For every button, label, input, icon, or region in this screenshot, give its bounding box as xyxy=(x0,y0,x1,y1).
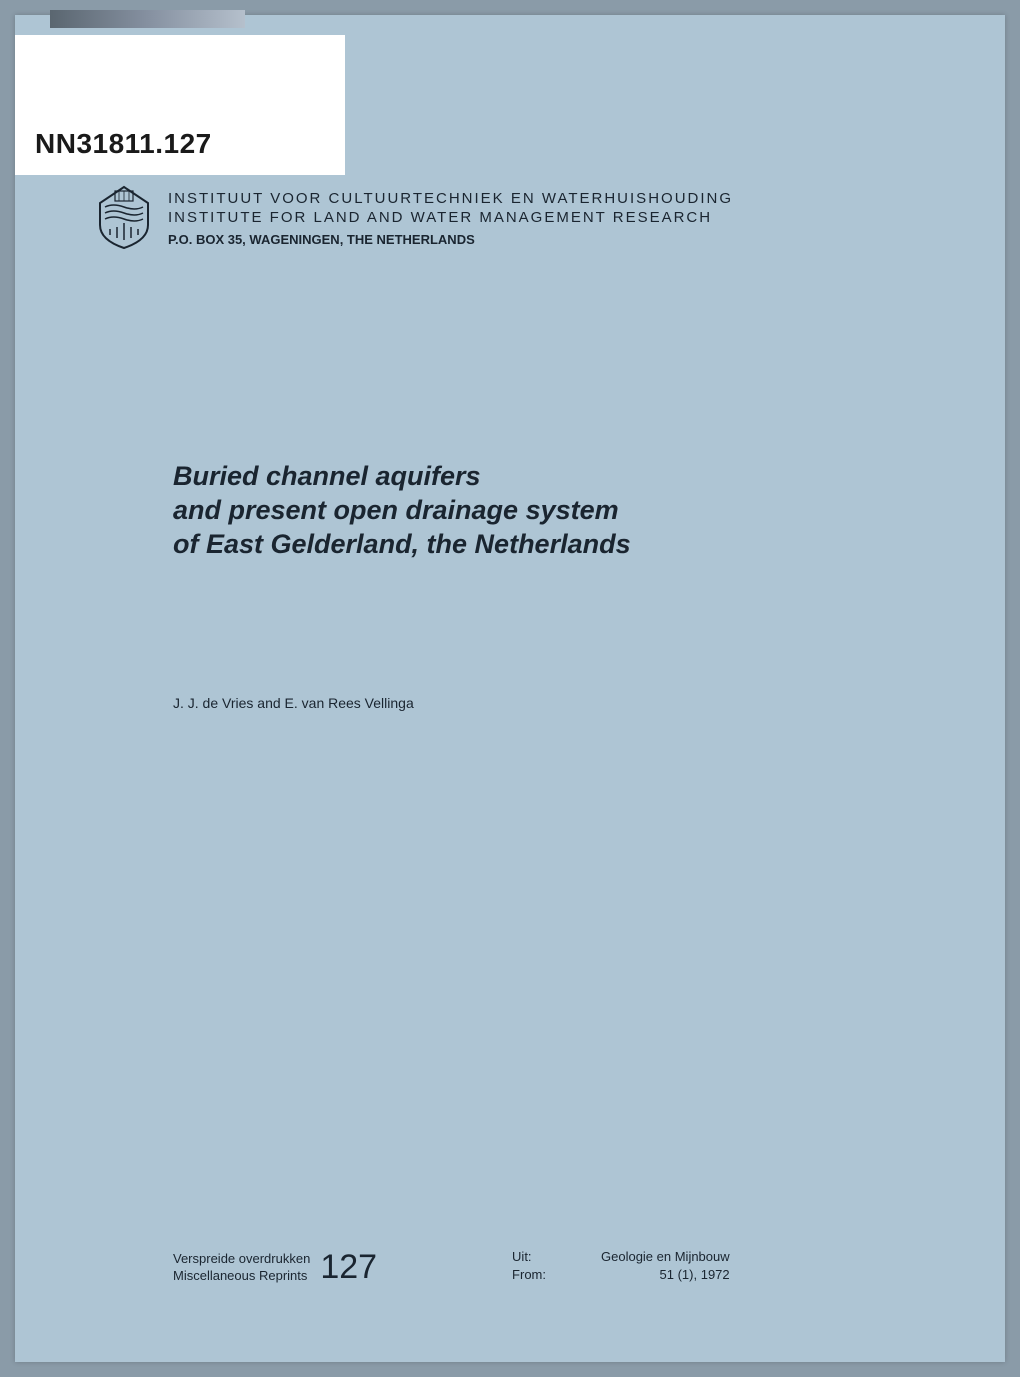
title-line-3: of East Gelderland, the Netherlands xyxy=(173,529,631,559)
reprint-label-english: Miscellaneous Reprints xyxy=(173,1268,310,1285)
source-block: Uit: From: Geologie en Mijnbouw 51 (1), … xyxy=(512,1248,730,1284)
source-citation: Geologie en Mijnbouw 51 (1), 1972 xyxy=(601,1248,730,1284)
document-page: NN31811.127 INSTITUUT VOOR CULTUURTECHNI… xyxy=(15,15,1005,1362)
reprint-labels: Verspreide overdrukken Miscellaneous Rep… xyxy=(173,1251,310,1285)
title-line-2: and present open drainage system xyxy=(173,495,619,525)
source-journal: Geologie en Mijnbouw xyxy=(601,1248,730,1266)
title-section: Buried channel aquifers and present open… xyxy=(173,460,631,561)
footer-section: Verspreide overdrukken Miscellaneous Rep… xyxy=(173,1248,945,1287)
institute-name-dutch: INSTITUUT VOOR CULTUURTECHNIEK EN WATERH… xyxy=(168,190,733,207)
reprint-block: Verspreide overdrukken Miscellaneous Rep… xyxy=(173,1248,377,1287)
source-issue: 51 (1), 1972 xyxy=(601,1266,730,1284)
source-labels: Uit: From: xyxy=(512,1248,546,1284)
title-line-1: Buried channel aquifers xyxy=(173,461,481,491)
reprint-label-dutch: Verspreide overdrukken xyxy=(173,1251,310,1268)
authors-text: J. J. de Vries and E. van Rees Vellinga xyxy=(173,695,414,711)
authors-section: J. J. de Vries and E. van Rees Vellinga xyxy=(173,695,414,711)
source-label-dutch: Uit: xyxy=(512,1248,546,1266)
source-label-english: From: xyxy=(512,1266,546,1284)
document-title: Buried channel aquifers and present open… xyxy=(173,460,631,561)
institute-name-english: INSTITUTE FOR LAND AND WATER MANAGEMENT … xyxy=(168,209,733,226)
document-label-sticker: NN31811.127 xyxy=(15,35,345,175)
institute-text-block: INSTITUUT VOOR CULTUURTECHNIEK EN WATERH… xyxy=(168,185,733,247)
reprint-number: 127 xyxy=(320,1248,377,1287)
institute-address: P.O. BOX 35, WAGENINGEN, THE NETHERLANDS xyxy=(168,232,733,247)
header-section: INSTITUUT VOOR CULTUURTECHNIEK EN WATERH… xyxy=(95,185,733,250)
label-code: NN31811.127 xyxy=(35,128,212,160)
institute-logo-icon xyxy=(95,185,153,250)
top-tab-decoration xyxy=(50,10,245,28)
